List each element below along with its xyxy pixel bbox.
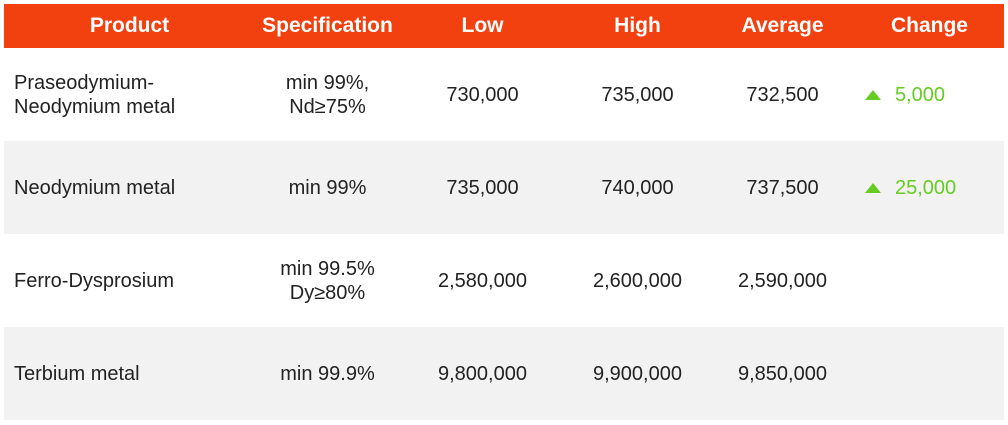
table-cell: 737,500 [746, 176, 819, 199]
table-cell: Terbium metal [14, 362, 140, 385]
table-cell: min 99%, Nd≥75% [285, 71, 370, 118]
table-cell: Ferro-Dysprosium [14, 269, 175, 292]
up-arrow [865, 182, 881, 193]
table-cell: 9,850,000 [738, 362, 827, 385]
price-table: Product Specification Low High Average Change… [4, 4, 1004, 420]
table-cell: 2,590,000 [738, 269, 827, 292]
table-cell: 735,000 [601, 83, 674, 106]
table-cell: 735,000 [446, 176, 519, 199]
table-row: Neodymium metal min 99% 735,000 740,000 737,… [4, 141, 1004, 234]
table-cell: 732,500 [746, 83, 819, 106]
table-cell: 9,800,000 [438, 362, 527, 385]
header-cell: Product [89, 14, 170, 37]
table-cell: Praseodymium- Neodymium metal [14, 71, 176, 118]
table-cell: Neodymium metal [14, 176, 176, 199]
table-row: Ferro-Dysprosium min 99.5% Dy≥80% 2,580,00… [4, 234, 1004, 327]
table-cell: 730,000 [446, 83, 519, 106]
table-cell: min 99.5% Dy≥80% [280, 257, 375, 304]
table-cell: min 99% [288, 176, 367, 199]
header-cell: Specification [262, 14, 393, 37]
table-row: Terbium metal min 99.9% 9,800,000 9,900,000… [4, 327, 1004, 420]
change-value: 5,000 [895, 83, 946, 106]
up-arrow [865, 89, 881, 100]
header-cell: Change [890, 14, 968, 37]
change-value: 25,000 [895, 176, 957, 199]
change-cell [855, 234, 1004, 327]
header-cell: High [614, 14, 661, 37]
table-row: Praseodymium- Neodymium metal min 99%, Nd… [4, 48, 1004, 141]
header-row: Product Specification Low High Average Change [4, 4, 1004, 48]
table-cell: min 99.9% [280, 362, 375, 385]
table-cell: 9,900,000 [593, 362, 682, 385]
change-cell: 25,000 [855, 141, 1004, 234]
table-cell: 2,580,000 [438, 269, 527, 292]
table-cell: 2,600,000 [593, 269, 682, 292]
table-cell: 740,000 [601, 176, 674, 199]
header-cell: Low [461, 14, 504, 37]
change-cell [855, 327, 1004, 420]
header-cell: Average [741, 14, 824, 37]
change-cell: 5,000 [855, 48, 1004, 141]
